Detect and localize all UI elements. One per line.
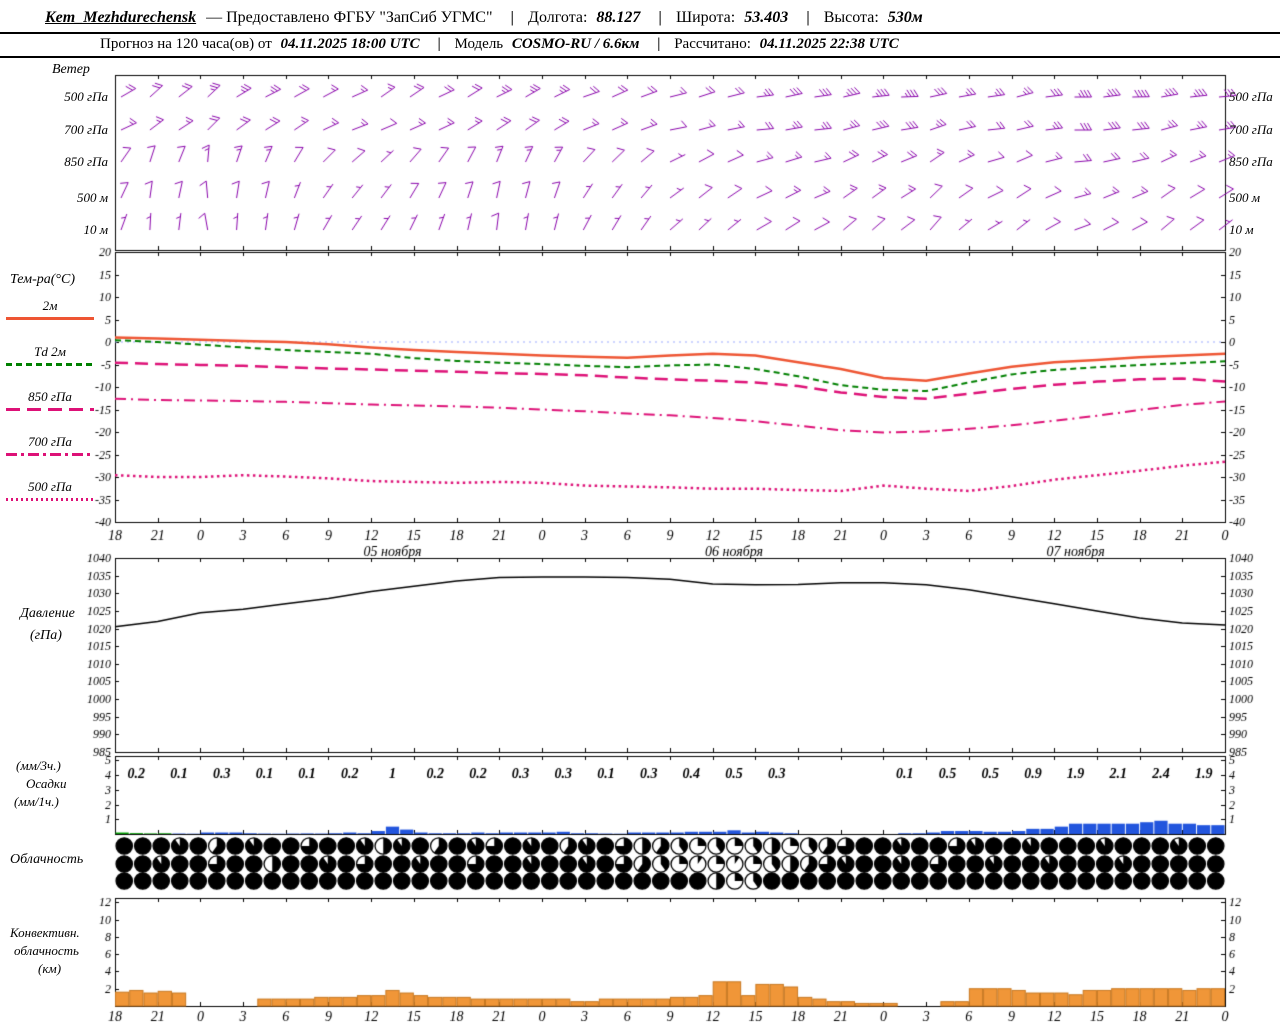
legend-line-sample — [6, 408, 94, 411]
model-label: Модель — [454, 36, 504, 52]
calc-time: 04.11.2025 22:38 UTC — [759, 36, 899, 52]
separator: | — [657, 36, 661, 52]
separator: | — [437, 36, 441, 52]
header-line-2: Прогноз на 120 часа(ов) от 04.11.2025 18… — [100, 36, 903, 53]
header-line-1: Kem_Mezhdurechensk — Предоставлено ФГБУ … — [45, 9, 927, 27]
wind-level-label: 500 гПа — [64, 89, 108, 104]
convective-panel-title-2: облачность — [14, 943, 79, 958]
forecast-prefix: Прогноз на 120 часа(ов) от — [100, 36, 272, 52]
precip-panel-title-3h: (мм/3ч.) — [16, 758, 61, 773]
latitude-value: 53.403 — [744, 9, 789, 26]
separator: | — [510, 9, 515, 26]
pressure-panel-title-units: (гПа) — [30, 628, 62, 643]
provider-text: — Предоставлено ФГБУ "ЗапСиб УГМС" — [206, 9, 493, 26]
wind-level-label: 10 м — [1229, 222, 1254, 237]
altitude-value: 530м — [887, 9, 923, 26]
legend-item-t2m: 2м — [6, 298, 94, 320]
wind-level-label: 500 гПа — [1229, 89, 1273, 104]
legend-label: 850 гПа — [28, 389, 72, 404]
legend-label: Td 2м — [34, 344, 66, 359]
legend-item-td2m: Td 2м — [6, 344, 94, 366]
wind-level-label: 10 м — [83, 222, 108, 237]
legend-label: 500 гПа — [28, 479, 72, 494]
wind-level-label: 700 гПа — [64, 122, 108, 137]
header-rule — [0, 56, 1280, 58]
legend-line-sample — [6, 317, 94, 320]
wind-level-label: 500 м — [1229, 190, 1261, 205]
wind-level-label: 850 гПа — [1229, 154, 1273, 169]
run-time: 04.11.2025 18:00 UTC — [280, 36, 420, 52]
temperature-panel-title: Тем-ра(°C) — [10, 272, 76, 287]
station-name: Kem_Mezhdurechensk — [45, 9, 197, 26]
legend-line-sample — [6, 453, 94, 456]
pressure-panel-title: Давление — [20, 606, 75, 621]
legend-label: 700 гПа — [28, 434, 72, 449]
cloud-panel-title: Облачность — [10, 852, 84, 867]
longitude-label: Долгота: — [528, 9, 588, 26]
separator: | — [806, 9, 810, 26]
legend-line-sample — [6, 363, 94, 366]
precip-panel-title: Осадки — [26, 776, 67, 791]
calc-label: Рассчитано: — [674, 36, 751, 52]
model-value: COSMO-RU / 6.6км — [511, 36, 640, 52]
altitude-label: Высота: — [823, 9, 879, 26]
precip-panel-title-1h: (мм/1ч.) — [14, 794, 59, 809]
wind-panel-title: Ветер — [52, 62, 90, 77]
convective-panel-title-3: (км) — [38, 961, 62, 976]
wind-level-label: 500 м — [76, 190, 108, 205]
wind-level-label: 700 гПа — [1229, 122, 1273, 137]
wind-level-label: 850 гПа — [64, 154, 108, 169]
legend-item-t850: 850 гПа — [6, 389, 94, 411]
longitude-value: 88.127 — [596, 9, 641, 26]
header-rule — [0, 32, 1280, 34]
convective-panel-title-1: Конвективн. — [10, 925, 80, 940]
legend-item-t700: 700 гПа — [6, 434, 94, 456]
separator: | — [658, 9, 662, 26]
legend-label: 2м — [42, 298, 58, 313]
legend-line-sample — [6, 498, 94, 501]
legend-item-t500: 500 гПа — [6, 479, 94, 501]
latitude-label: Широта: — [675, 9, 736, 26]
